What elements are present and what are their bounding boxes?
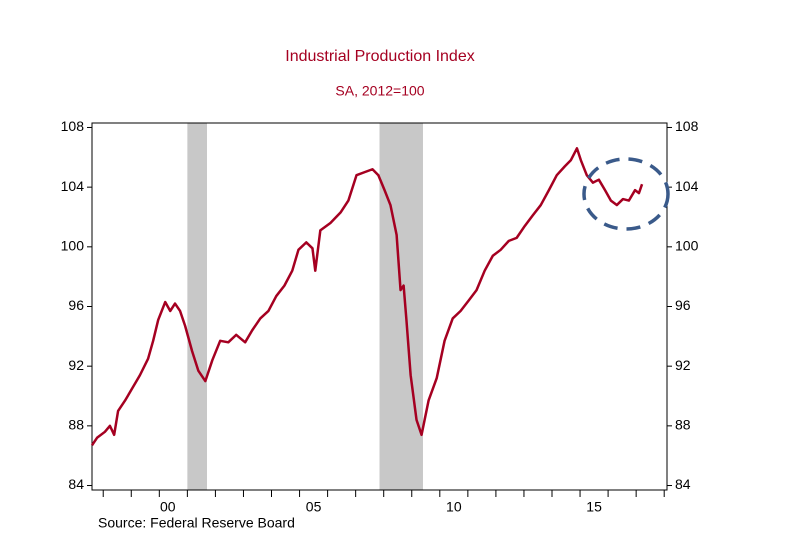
y-tick-label: 108 xyxy=(61,118,85,134)
y-tick-label: 100 xyxy=(61,238,85,254)
data-line xyxy=(90,147,644,446)
chart-subtitle: SA, 2012=100 xyxy=(335,83,424,99)
y2-tick-label: 84 xyxy=(675,476,691,492)
y-tick-label: 92 xyxy=(68,357,84,373)
y2-tick-label: 92 xyxy=(675,357,691,373)
chart-title: Industrial Production Index xyxy=(285,48,474,65)
y-tick-label: 96 xyxy=(68,297,84,313)
x-tick-label: 00 xyxy=(160,499,176,515)
x-tick-label: 10 xyxy=(446,499,462,515)
x-tick-label: 05 xyxy=(306,499,322,515)
y2-tick-label: 100 xyxy=(675,238,699,254)
y2-tick-label: 96 xyxy=(675,297,691,313)
y-tick-label: 88 xyxy=(68,417,84,433)
highlight-circle xyxy=(582,157,670,231)
y-tick-label: 104 xyxy=(61,178,85,194)
y-tick-label: 84 xyxy=(68,476,84,492)
source-note: Source: Federal Reserve Board xyxy=(98,515,295,531)
x-tick-label: 15 xyxy=(586,499,602,515)
y2-tick-label: 108 xyxy=(675,118,699,134)
y2-tick-label: 104 xyxy=(675,178,699,194)
recession-shade xyxy=(187,123,207,490)
y2-tick-label: 88 xyxy=(675,417,691,433)
recession-shade xyxy=(379,123,423,490)
